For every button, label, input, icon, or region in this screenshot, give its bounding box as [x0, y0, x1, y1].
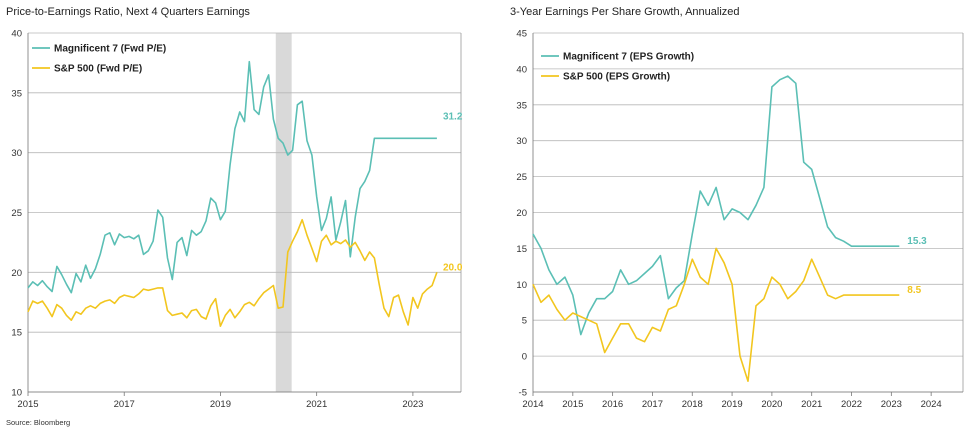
eps-y-tick-label: 15	[516, 244, 527, 255]
eps-y-tick-label: 0	[522, 352, 527, 363]
eps-x-tick-label: 2022	[841, 399, 862, 410]
pe-end-label-mag7: 31.2	[443, 111, 463, 122]
pe-y-tick-label: 10	[11, 388, 22, 399]
eps-x-tick-label: 2023	[881, 399, 902, 410]
eps-y-tick-label: -5	[519, 388, 527, 399]
eps-legend-label-sp500: S&P 500 (EPS Growth)	[563, 72, 670, 83]
eps-y-tick-label: 5	[522, 316, 527, 327]
eps-series-line-mag7	[532, 75, 900, 336]
eps-x-tick-label: 2016	[602, 399, 623, 410]
right-chart-title: 3-Year Earnings Per Share Growth, Annual…	[510, 6, 740, 18]
pe-series-line-sp500	[27, 218, 438, 328]
pe-x-tick-label: 2017	[114, 399, 135, 410]
pe-end-label-sp500: 20.0	[443, 262, 463, 273]
source-note: Source: Bloomberg	[6, 418, 71, 427]
eps-x-tick-label: 2017	[642, 399, 663, 410]
eps-end-label-sp500: 8.5	[907, 285, 921, 296]
pe-y-tick-label: 30	[11, 148, 22, 159]
eps-y-tick-label: 45	[516, 29, 527, 40]
pe-y-tick-label: 15	[11, 328, 22, 339]
pe-x-tick-label: 2019	[210, 399, 231, 410]
pe-x-tick-label: 2021	[306, 399, 327, 410]
eps-end-label-mag7: 15.3	[907, 236, 927, 247]
eps-x-tick-label: 2014	[522, 399, 543, 410]
pe-legend-label-sp500: S&P 500 (Fwd P/E)	[54, 64, 142, 75]
eps-x-tick-label: 2021	[801, 399, 822, 410]
eps-x-tick-label: 2015	[562, 399, 583, 410]
eps-legend-label-mag7: Magnificent 7 (EPS Growth)	[563, 52, 694, 63]
eps-series-line-sp500	[532, 247, 900, 383]
eps-y-tick-label: 10	[516, 280, 527, 291]
eps-y-tick-label: 30	[516, 136, 527, 147]
eps-y-tick-label: 40	[516, 64, 527, 75]
eps-x-tick-label: 2018	[682, 399, 703, 410]
pe-legend-label-mag7: Magnificent 7 (Fwd P/E)	[54, 44, 166, 55]
pe-y-tick-label: 25	[11, 208, 22, 219]
eps-x-tick-label: 2020	[761, 399, 782, 410]
eps-y-tick-label: 25	[516, 172, 527, 183]
eps-y-tick-label: 20	[516, 208, 527, 219]
eps-y-tick-label: 35	[516, 100, 527, 111]
eps-x-tick-label: 2024	[921, 399, 942, 410]
pe-x-tick-label: 2023	[402, 399, 423, 410]
eps-x-tick-label: 2019	[722, 399, 743, 410]
pe-y-tick-label: 35	[11, 88, 22, 99]
pe-y-tick-label: 20	[11, 268, 22, 279]
left-chart-title: Price-to-Earnings Ratio, Next 4 Quarters…	[6, 6, 250, 18]
pe-series-line-mag7	[27, 60, 437, 294]
pe-y-tick-label: 40	[11, 29, 22, 40]
pe-x-tick-label: 2015	[17, 399, 38, 410]
